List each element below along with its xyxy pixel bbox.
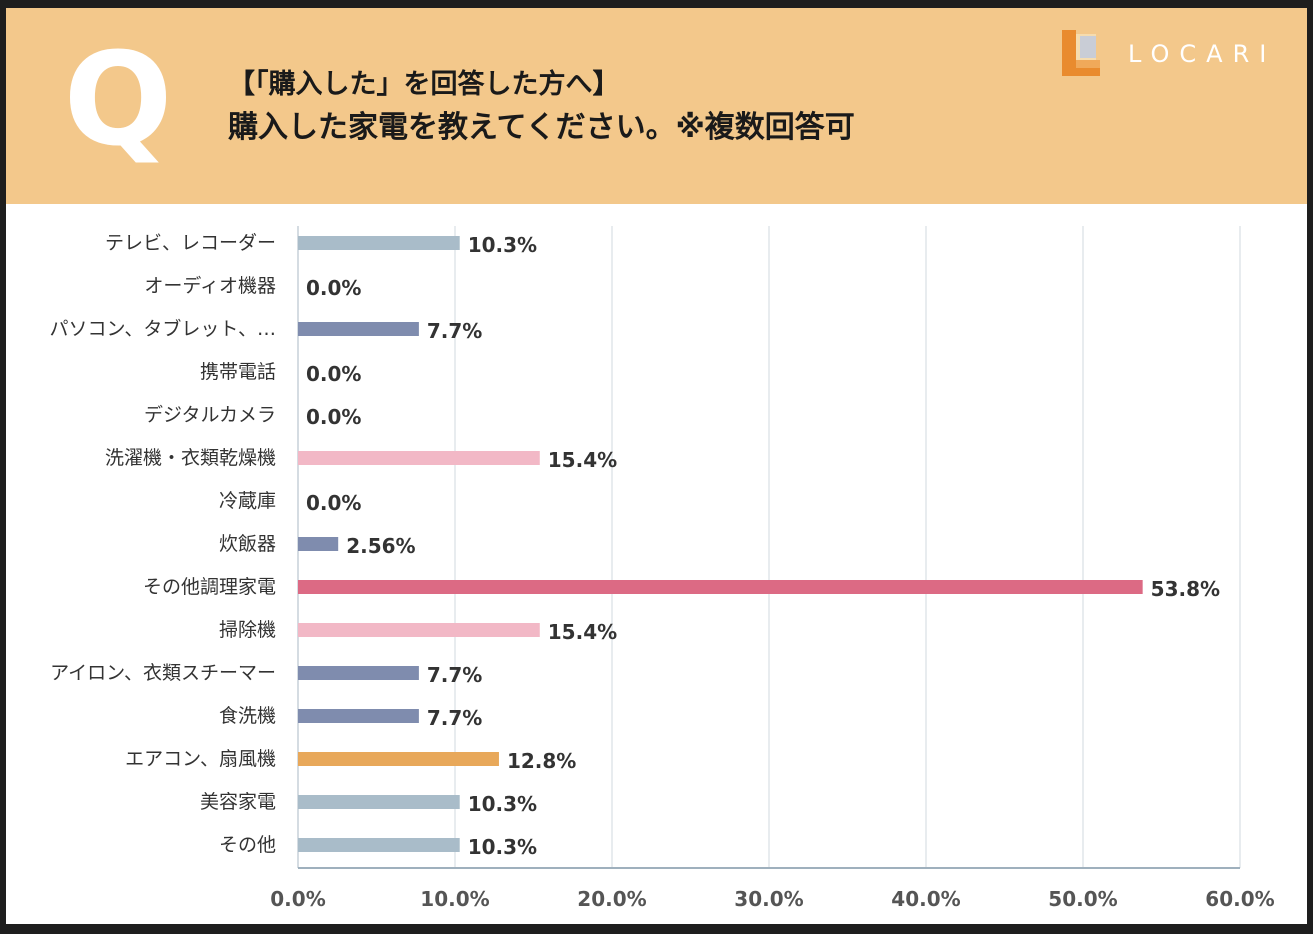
value-label: 0.0% (306, 405, 361, 429)
bar (298, 666, 419, 680)
x-tick-label: 50.0% (1048, 887, 1117, 911)
bar (298, 236, 460, 250)
x-tick-label: 0.0% (270, 887, 325, 911)
value-label: 15.4% (548, 448, 617, 472)
value-label: 10.3% (468, 835, 537, 859)
value-label: 7.7% (427, 663, 482, 687)
question-header: Q 【「購入した」を回答した方へ】 購入した家電を教えてください。※複数回答可 … (6, 8, 1307, 204)
locari-logo: LOCARI (1062, 28, 1302, 88)
value-label: 10.3% (468, 233, 537, 257)
category-label: デジタルカメラ (144, 404, 276, 426)
category-label: テレビ、レコーダー (105, 232, 276, 254)
category-label: パソコン、タブレット、… (50, 317, 276, 340)
q-letter: Q (63, 26, 173, 175)
category-label: エアコン、扇風機 (125, 748, 276, 770)
value-label: 10.3% (468, 792, 537, 816)
bar (298, 838, 460, 852)
category-label: 食洗機 (219, 705, 276, 727)
bar (298, 537, 339, 551)
bar (298, 795, 460, 809)
category-label: 洗濯機・衣類乾燥機 (105, 447, 276, 469)
question-title-line2: 購入した家電を教えてください。※複数回答可 (228, 110, 855, 145)
logo-text: LOCARI (1128, 40, 1277, 68)
value-label: 0.0% (306, 362, 361, 386)
x-tick-label: 10.0% (420, 887, 489, 911)
category-label: その他調理家電 (143, 576, 276, 598)
bar (298, 752, 499, 766)
category-label: その他 (219, 834, 276, 856)
chart-card: Q 【「購入した」を回答した方へ】 購入した家電を教えてください。※複数回答可 … (6, 8, 1307, 924)
value-label: 2.56% (346, 534, 415, 558)
bar (298, 580, 1143, 594)
bar (298, 709, 419, 723)
question-title-line1: 【「購入した」を回答した方へ】 (228, 69, 620, 100)
value-label: 15.4% (548, 620, 617, 644)
category-label: オーディオ機器 (144, 275, 276, 297)
x-tick-label: 60.0% (1205, 887, 1274, 911)
value-label: 12.8% (507, 749, 576, 773)
x-tick-label: 30.0% (734, 887, 803, 911)
value-label: 53.8% (1151, 577, 1220, 601)
locari-logo-icon (1062, 30, 1100, 76)
bar (298, 322, 419, 336)
value-label: 0.0% (306, 491, 361, 515)
category-label: 掃除機 (219, 619, 276, 641)
category-label: アイロン、衣類スチーマー (50, 662, 276, 684)
bar (298, 623, 540, 637)
bar (298, 451, 540, 465)
x-tick-label: 20.0% (577, 887, 646, 911)
category-label: 冷蔵庫 (219, 490, 276, 512)
category-label: 炊飯器 (219, 533, 276, 555)
category-label: 携帯電話 (200, 361, 276, 383)
x-tick-label: 40.0% (891, 887, 960, 911)
category-label: 美容家電 (200, 791, 276, 813)
value-label: 7.7% (427, 706, 482, 730)
value-label: 0.0% (306, 276, 361, 300)
bar-chart: 0.0% 10.0% 20.0% 30.0% 40.0% 50.0% 60.0% テレビ、レコ… (50, 226, 1275, 911)
value-label: 7.7% (427, 319, 482, 343)
